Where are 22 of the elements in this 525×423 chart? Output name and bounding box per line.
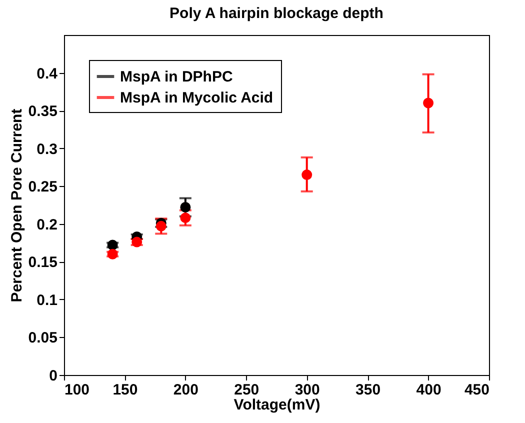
y-tick-label: 0.05: [28, 330, 58, 347]
x-axis-title: Voltage(mV): [234, 396, 320, 414]
y-tick-label: 0: [49, 368, 58, 384]
x-tick-label: 100: [64, 382, 90, 398]
x-tick-label: 250: [234, 382, 260, 398]
x-tick-label: 350: [356, 382, 381, 398]
x-tick-label: 150: [112, 382, 138, 398]
y-tick-label: 0.1: [36, 292, 58, 309]
y-tick-label: 0.4: [36, 65, 58, 82]
chart-title: Poly A hairpin blockage depth: [170, 5, 384, 22]
x-tick-label: 200: [173, 382, 198, 398]
x-tick-label: 450: [464, 382, 490, 398]
y-tick-label: 0.35: [28, 103, 58, 120]
y-axis-title: Percent Open Pore Current: [8, 108, 26, 302]
legend-label: MspA in Mycolic Acid: [120, 90, 274, 106]
x-tick-label: 300: [294, 382, 320, 398]
x-tick-label: 400: [416, 382, 442, 398]
y-tick-label: 0.25: [28, 178, 58, 196]
y-tick-label: 0.15: [28, 254, 58, 272]
y-tick-label: 0.3: [36, 140, 58, 158]
y-tick-label: 0.2: [36, 216, 58, 234]
legend-label: MspA in DPhPC: [120, 68, 233, 86]
